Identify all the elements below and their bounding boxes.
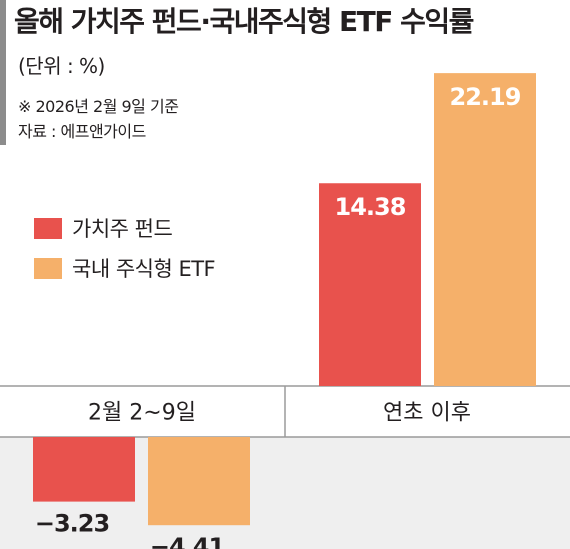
- bar-value-fund: [319, 183, 421, 386]
- reference-date-note: ※ 2026년 2월 9일 기준: [18, 97, 179, 116]
- bar-etf: [434, 73, 536, 386]
- legend-swatch-etf: [34, 257, 62, 279]
- legend-item-etf: 국내 주식형 ETF: [34, 248, 216, 288]
- category-label: 2월 2~9일: [88, 401, 196, 426]
- legend-label-value-fund: 가치주 펀드: [72, 217, 173, 241]
- chart-legend: 가치주 펀드 국내 주식형 ETF: [34, 208, 216, 288]
- data-label: 22.19: [450, 83, 521, 111]
- data-label: −4.41: [150, 533, 225, 549]
- data-label: 14.38: [335, 193, 406, 221]
- source-label: 자료 : 에프앤가이드: [18, 122, 146, 141]
- bar-value-fund: [33, 437, 135, 502]
- chart-title: 올해 가치주 펀드·국내주식형 ETF 수익률: [14, 5, 474, 38]
- legend-item-value-fund: 가치주 펀드: [34, 208, 215, 248]
- bar-etf: [148, 437, 250, 526]
- data-label: −3.23: [35, 510, 109, 538]
- legend-label-etf: 국내 주식형 ETF: [72, 257, 216, 281]
- title-accent-bar: [0, 0, 6, 145]
- legend-swatch-value-fund: [34, 217, 62, 239]
- category-label: 연초 이후: [383, 401, 471, 426]
- unit-label: (단위 : %): [18, 54, 105, 78]
